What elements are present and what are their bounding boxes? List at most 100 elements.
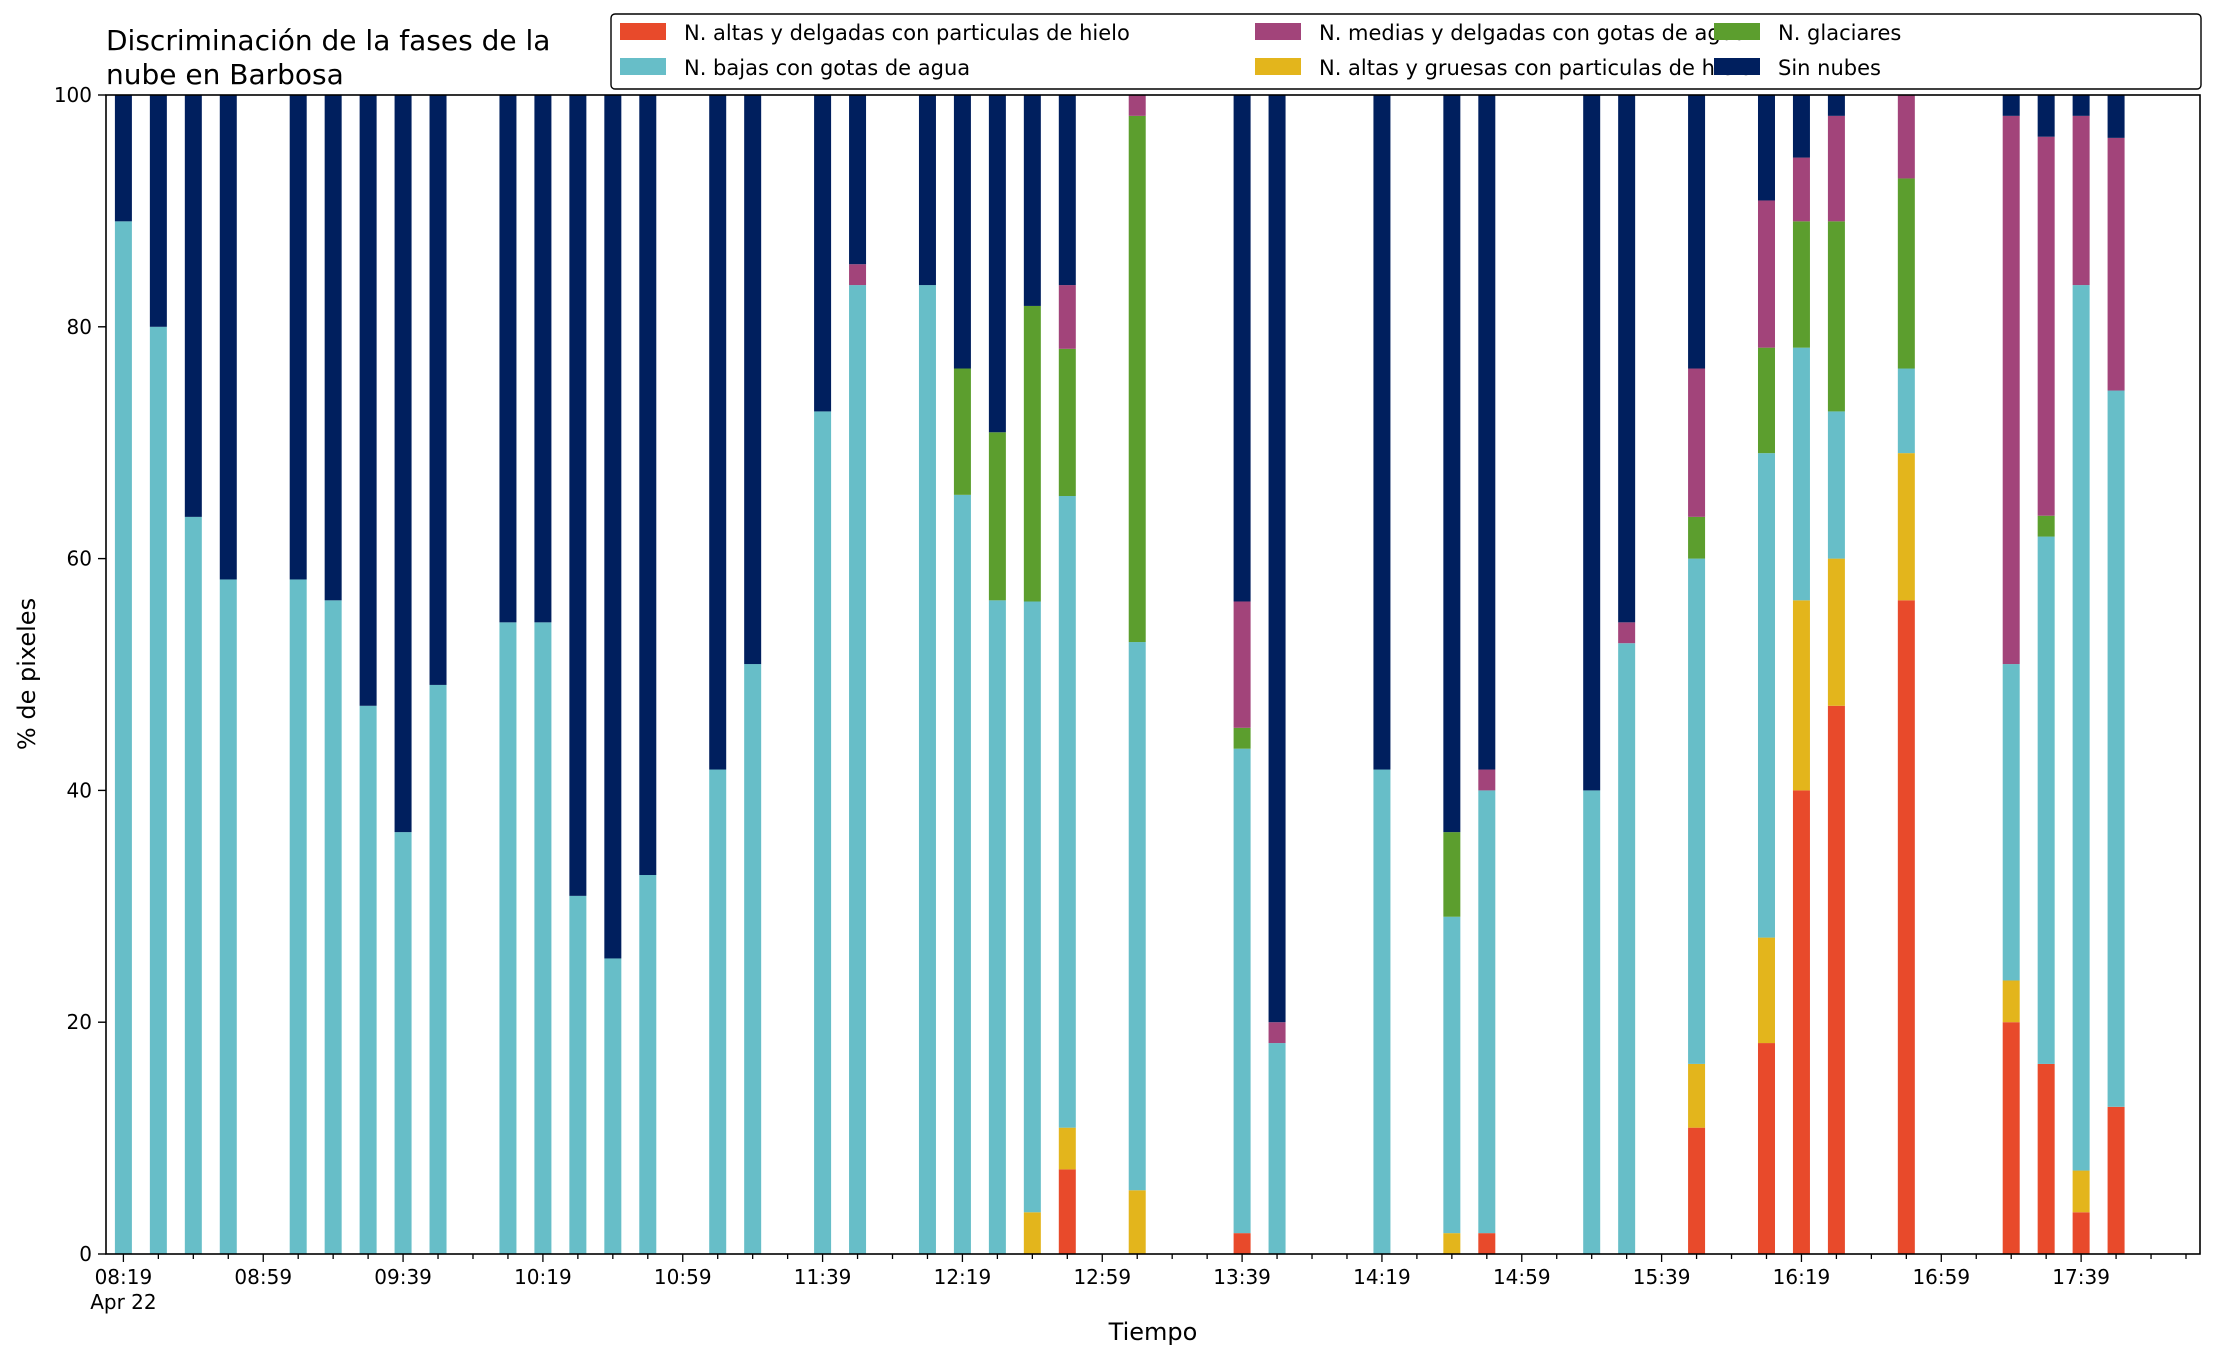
bar-segment-bajas-1609 [1757, 453, 1775, 938]
bar-segment-sin_nubes-1039 [604, 95, 622, 959]
bar-segment-bajas-0929 [359, 705, 377, 1254]
bar-segment-bajas-1029 [569, 895, 587, 1254]
bar-segment-bajas-1339 [1233, 748, 1251, 1234]
legend-label-bajas: N. bajas con gotas de agua [684, 56, 970, 80]
bar-segment-glaciares-1249 [1058, 348, 1076, 497]
bar-segment-bajas-1209 [918, 285, 936, 1255]
x-tick-label: 17:39 [2052, 1265, 2110, 1289]
x-tick-label: 14:19 [1353, 1265, 1411, 1289]
bar-segment-bajas-1309 [1128, 642, 1146, 1191]
bar-segment-altas_gruesas-1649 [1897, 453, 1915, 601]
bar-segment-altas_delgadas-1749 [2107, 1106, 2125, 1254]
bar-segment-altas_gruesas-1239 [1023, 1212, 1041, 1254]
bar-segment-bajas-1449 [1478, 790, 1496, 1234]
x-tick-date-label: Apr 22 [90, 1290, 156, 1314]
bar-segment-bajas-0939 [394, 832, 412, 1254]
x-tick-label: 13:39 [1213, 1265, 1271, 1289]
bar-segment-medias-1149 [849, 264, 867, 286]
bar-segment-bajas-1729 [2037, 536, 2055, 1064]
bar-segment-sin_nubes-0929 [359, 95, 377, 706]
bar-segment-sin_nubes-1529 [1618, 95, 1636, 623]
bar-segment-altas_delgadas-1739 [2072, 1212, 2090, 1254]
legend-label-altas_delgadas: N. altas y delgadas con particulas de hi… [684, 21, 1130, 45]
bar-segment-sin_nubes-1209 [918, 95, 936, 286]
bar-segment-sin_nubes-1549 [1688, 95, 1706, 369]
bar-segment-altas_delgadas-1619 [1792, 790, 1810, 1254]
bar-segment-bajas-1349 [1268, 1043, 1286, 1254]
bar-segment-bajas-0819 [114, 221, 132, 1255]
bar-segment-glaciares-1219 [953, 368, 971, 495]
bar-segment-medias-1739 [2072, 115, 2090, 286]
bar-segment-glaciares-1549 [1688, 516, 1706, 559]
y-tick-label: 100 [54, 83, 92, 107]
y-tick-label: 80 [67, 315, 92, 339]
bar-segment-altas_gruesas-1739 [2072, 1170, 2090, 1213]
bar-segment-bajas-1629 [1827, 411, 1845, 559]
bar-segment-medias-1729 [2037, 136, 2055, 516]
y-tick-label: 0 [79, 1242, 92, 1266]
bar-segment-glaciares-1609 [1757, 347, 1775, 454]
bar-segment-sin_nubes-0849 [219, 95, 237, 580]
bar-segment-glaciares-1439 [1443, 832, 1461, 917]
bar-segment-medias-1749 [2107, 137, 2125, 391]
bar-segment-sin_nubes-0949 [429, 95, 447, 685]
chart-title-line-2: nube en Barbosa [106, 58, 344, 91]
bar-segment-sin_nubes-0829 [149, 95, 167, 327]
legend-label-sin_nubes: Sin nubes [1778, 56, 1881, 80]
bar-segment-bajas-1549 [1688, 558, 1706, 1064]
bar-segment-bajas-1119 [744, 664, 762, 1254]
bar-segment-glaciares-1619 [1792, 221, 1810, 348]
x-tick-label: 16:19 [1773, 1265, 1831, 1289]
bar-segment-altas_gruesas-1719 [2002, 980, 2020, 1023]
bar-segment-sin_nubes-1519 [1583, 95, 1601, 791]
bars-layer [114, 95, 2125, 1255]
bar-segment-sin_nubes-1219 [953, 95, 971, 369]
bar-segment-sin_nubes-1339 [1233, 95, 1251, 602]
bar-segment-sin_nubes-1739 [2072, 95, 2090, 116]
x-tick-label: 16:59 [1912, 1265, 1970, 1289]
bar-segment-sin_nubes-0909 [289, 95, 307, 580]
bar-segment-bajas-1419 [1373, 769, 1391, 1254]
bar-segment-sin_nubes-1139 [814, 95, 832, 412]
plot-frame [105, 94, 2201, 1255]
bar-segment-medias-1449 [1478, 769, 1496, 791]
bar-segment-bajas-1009 [499, 622, 517, 1254]
legend-swatch-medias [1255, 23, 1301, 40]
bar-segment-sin_nubes-0939 [394, 95, 412, 833]
bar-segment-glaciares-1339 [1233, 727, 1251, 749]
legend-swatch-sin_nubes [1714, 58, 1760, 75]
bar-segment-bajas-1039 [604, 958, 622, 1254]
bar-segment-altas_delgadas-1629 [1827, 705, 1845, 1254]
bar-segment-altas_gruesas-1609 [1757, 937, 1775, 1044]
legend-label-glaciares: N. glaciares [1778, 21, 1901, 45]
legend-swatch-bajas [620, 58, 666, 75]
legend-swatch-glaciares [1714, 23, 1760, 40]
bar-segment-sin_nubes-1609 [1757, 95, 1775, 201]
bar-segment-medias-1629 [1827, 115, 1845, 222]
bar-segment-bajas-1049 [639, 875, 657, 1254]
bar-segment-altas_delgadas-1339 [1233, 1233, 1251, 1254]
legend-label-altas_gruesas: N. altas y gruesas con particulas de hie… [1319, 56, 1752, 80]
bar-segment-sin_nubes-1239 [1023, 95, 1041, 306]
bar-segment-altas_gruesas-1249 [1058, 1127, 1076, 1170]
x-axis-label: Tiempo [1108, 1318, 1198, 1346]
bar-segment-bajas-1239 [1023, 601, 1041, 1213]
bar-segment-bajas-1149 [849, 285, 867, 1255]
bar-segment-medias-1719 [2002, 115, 2020, 665]
bar-segment-glaciares-1629 [1827, 221, 1845, 412]
bar-segment-bajas-1019 [534, 622, 552, 1254]
bar-segment-bajas-0849 [219, 579, 237, 1254]
chart-title-line-1: Discriminación de la fases de la [106, 24, 550, 57]
y-axis-label: % de pixeles [13, 598, 41, 750]
bar-segment-sin_nubes-1619 [1792, 95, 1810, 158]
x-tick-label: 12:59 [1073, 1265, 1131, 1289]
x-tick-label: 08:59 [234, 1265, 292, 1289]
bar-segment-sin_nubes-1009 [499, 95, 517, 623]
x-tick-label: 12:19 [934, 1265, 992, 1289]
bar-segment-bajas-1739 [2072, 285, 2090, 1171]
x-tick-label: 11:39 [794, 1265, 852, 1289]
bar-segment-bajas-1139 [814, 411, 832, 1254]
bar-segment-altas_gruesas-1619 [1792, 600, 1810, 791]
bar-segment-glaciares-1729 [2037, 515, 2055, 537]
